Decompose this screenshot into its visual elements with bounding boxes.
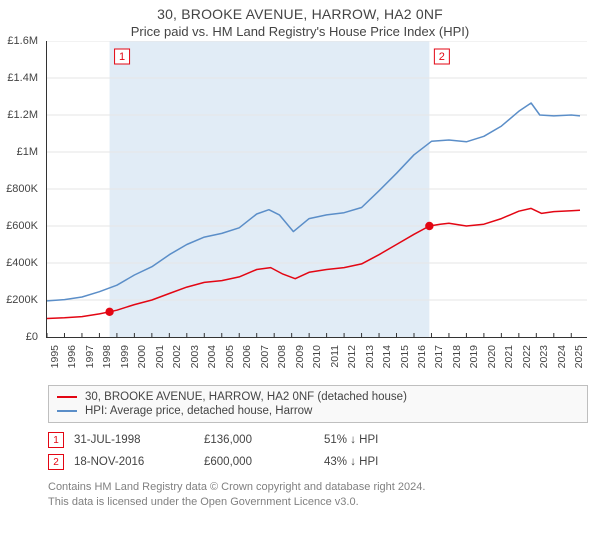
- x-tick-label: 2000: [136, 345, 148, 368]
- sale-row: 1 31-JUL-1998£136,00051% ↓ HPI: [48, 429, 588, 451]
- x-tick-label: 2021: [503, 345, 515, 368]
- x-tick-label: 2004: [206, 345, 218, 368]
- sale-price: £600,000: [204, 456, 324, 468]
- y-tick-label: £1M: [17, 146, 38, 158]
- x-tick-label: 2010: [311, 345, 323, 368]
- y-tick-label: £400K: [6, 257, 38, 269]
- x-tick-label: 1999: [119, 345, 131, 368]
- footnote-line: This data is licensed under the Open Gov…: [48, 495, 588, 510]
- x-tick-label: 1995: [49, 345, 61, 368]
- footnote-line: Contains HM Land Registry data © Crown c…: [48, 480, 588, 495]
- svg-text:1: 1: [119, 51, 125, 63]
- sale-marker-icon: 2: [48, 454, 64, 470]
- x-tick-label: 2006: [241, 345, 253, 368]
- x-tick-label: 2020: [486, 345, 498, 368]
- sales-table: 1 31-JUL-1998£136,00051% ↓ HPI 2 18-NOV-201…: [48, 429, 588, 473]
- y-tick-label: £1.4M: [7, 72, 38, 84]
- x-tick-label: 2014: [381, 345, 393, 368]
- y-axis-labels: £0£200K£400K£600K£800K£1M£1.2M£1.4M£1.6M: [0, 41, 42, 337]
- legend-item: 30, BROOKE AVENUE, HARROW, HA2 0NF (deta…: [57, 390, 579, 404]
- sale-delta: 51% ↓ HPI: [324, 434, 484, 446]
- chart: £0£200K£400K£600K£800K£1M£1.2M£1.4M£1.6M…: [0, 41, 600, 379]
- legend-swatch: [57, 410, 77, 412]
- x-tick-label: 1997: [84, 345, 96, 368]
- y-tick-label: £0: [26, 331, 38, 343]
- x-tick-label: 2018: [451, 345, 463, 368]
- sale-marker-icon: 1: [48, 432, 64, 448]
- title-line1: 30, BROOKE AVENUE, HARROW, HA2 0NF: [0, 6, 600, 22]
- x-tick-label: 1996: [66, 345, 78, 368]
- x-tick-label: 2012: [346, 345, 358, 368]
- y-tick-label: £600K: [6, 220, 38, 232]
- plot-area: 12: [46, 41, 587, 338]
- x-tick-label: 2025: [573, 345, 585, 368]
- x-tick-label: 2011: [329, 345, 341, 368]
- sale-date: 18-NOV-2016: [74, 456, 204, 468]
- sale-price: £136,000: [204, 434, 324, 446]
- y-tick-label: £800K: [6, 183, 38, 195]
- x-tick-label: 2022: [521, 345, 533, 368]
- x-tick-label: 2019: [468, 345, 480, 368]
- legend-label: 30, BROOKE AVENUE, HARROW, HA2 0NF (deta…: [85, 391, 407, 403]
- x-tick-label: 2008: [276, 345, 288, 368]
- sale-row: 2 18-NOV-2016£600,00043% ↓ HPI: [48, 451, 588, 473]
- x-tick-label: 2002: [171, 345, 183, 368]
- y-tick-label: £1.2M: [7, 109, 38, 121]
- x-tick-label: 2005: [224, 345, 236, 368]
- x-tick-label: 2009: [294, 345, 306, 368]
- footnotes: Contains HM Land Registry data © Crown c…: [48, 479, 588, 510]
- legend-swatch: [57, 396, 77, 398]
- x-tick-label: 2017: [433, 345, 445, 368]
- x-tick-label: 2001: [154, 345, 166, 368]
- legend-label: HPI: Average price, detached house, Harr…: [85, 405, 312, 417]
- svg-text:2: 2: [439, 51, 445, 63]
- legend-item: HPI: Average price, detached house, Harr…: [57, 404, 579, 418]
- x-tick-label: 1998: [101, 345, 113, 368]
- plot-svg: 12: [47, 41, 587, 337]
- x-tick-label: 2003: [189, 345, 201, 368]
- x-tick-label: 2015: [399, 345, 411, 368]
- x-tick-label: 2016: [416, 345, 428, 368]
- y-tick-label: £200K: [6, 294, 38, 306]
- x-tick-label: 2024: [556, 345, 568, 368]
- legend: 30, BROOKE AVENUE, HARROW, HA2 0NF (deta…: [48, 385, 588, 423]
- sale-delta: 43% ↓ HPI: [324, 456, 484, 468]
- y-tick-label: £1.6M: [7, 35, 38, 47]
- title-line2: Price paid vs. HM Land Registry's House …: [0, 24, 600, 39]
- sale-date: 31-JUL-1998: [74, 434, 204, 446]
- x-axis-labels: 1995 1996 1997 1998 1999 2000 2001 2002 2003 2004…: [46, 339, 586, 379]
- x-tick-label: 2007: [259, 345, 271, 368]
- x-tick-label: 2013: [364, 345, 376, 368]
- x-tick-label: 2023: [538, 345, 550, 368]
